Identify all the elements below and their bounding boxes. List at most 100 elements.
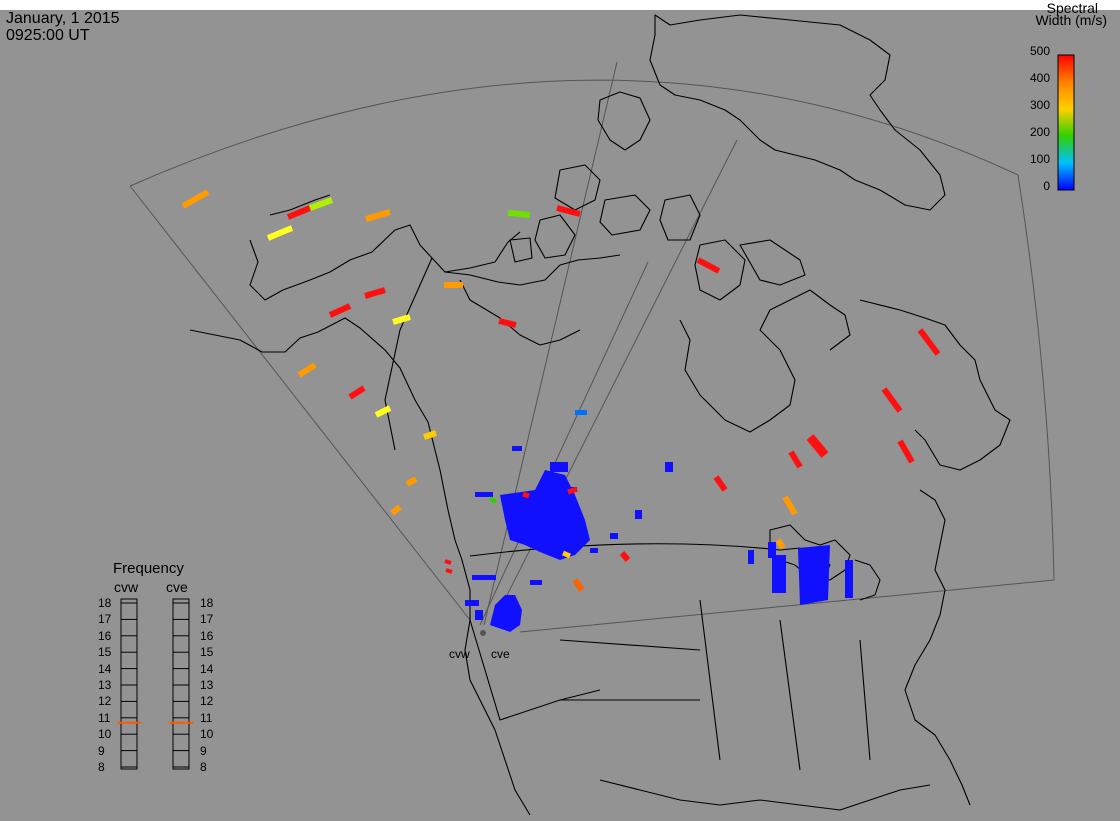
scatter-blue	[465, 410, 853, 632]
time-label: 0925:00 UT	[6, 27, 90, 44]
scatter-dash-orange1	[181, 189, 210, 209]
scatter-chip11	[665, 462, 673, 472]
scatter-cluster-main	[500, 470, 590, 560]
cvw-tick-label: 9	[98, 743, 105, 758]
colorbar-gradient	[1057, 54, 1075, 191]
scatter-dash-red17	[444, 559, 452, 565]
cve-tick-label: 15	[200, 645, 214, 660]
fov-east-arc	[1017, 174, 1055, 581]
scatter-chip1	[550, 462, 568, 472]
cvw-header: cvw	[114, 579, 139, 595]
frequency-title: Frequency	[113, 560, 184, 577]
scatter-dash-orange5	[405, 476, 418, 487]
fov-beam-a	[483, 61, 618, 626]
scatter-cluster-origin	[490, 595, 522, 632]
fov-outer-arc	[129, 79, 1019, 187]
cve-tick-label: 16	[200, 628, 214, 643]
cve-tick-label: 8	[200, 760, 207, 774]
scatter-dash-red12	[788, 450, 803, 469]
scatter-dash-yellow3	[374, 405, 392, 418]
cvw-tick-label: 14	[98, 661, 112, 676]
cvw-tick-label: 16	[98, 628, 112, 643]
radar-site-marker	[480, 630, 486, 636]
cvw-tick-label: 12	[98, 694, 112, 709]
scatter-dash-red8	[348, 385, 366, 400]
scatter-chip10	[635, 510, 642, 519]
gauge-gridlines	[121, 602, 189, 768]
scatter-dash-orange7	[390, 504, 402, 516]
cvw-tick-label: 11	[98, 710, 111, 725]
scatter-dash-green2	[507, 210, 531, 218]
scatter-dash-red5	[328, 303, 352, 318]
fov-left-edge	[129, 185, 471, 621]
field-of-view	[129, 61, 1055, 633]
cvw-tick-label: 10	[98, 727, 112, 742]
scatter-dash-orange8	[572, 578, 585, 592]
colorbar-label: 500	[1029, 44, 1050, 58]
cvw-tick-label: 13	[98, 678, 112, 692]
scatter-chip8	[590, 548, 598, 553]
fov-right-edge	[519, 579, 1055, 633]
coastlines	[189, 14, 1011, 816]
scatter-dash-orange2	[365, 209, 391, 222]
colorbar-label: 200	[1029, 125, 1050, 139]
us-east-coast	[904, 489, 971, 806]
cvw-tick-label: 18	[98, 596, 112, 610]
cve-tick-label: 10	[200, 727, 214, 742]
scatter-chip13	[575, 410, 587, 415]
state-lines	[469, 599, 871, 771]
west-coast	[464, 619, 531, 816]
cve-tick-label: 11	[200, 710, 213, 725]
scatter-dash-red1	[286, 205, 312, 220]
colorbar-label: 0	[1043, 179, 1050, 193]
scatter-chip5	[465, 600, 479, 606]
cve-header: cve	[166, 579, 188, 595]
scatter-chip7	[530, 580, 542, 585]
scatter-chip4	[512, 446, 522, 451]
cve-tick-label: 12	[200, 694, 214, 709]
scatter-east-strip3	[768, 542, 776, 558]
frequency-gauges	[120, 598, 190, 770]
scatter-dash-red11	[897, 439, 915, 464]
cvw-gauge-box	[120, 598, 138, 770]
scatter-colored	[181, 189, 941, 592]
scatter-east-strip4	[748, 550, 754, 564]
colorbar-label: 400	[1029, 71, 1050, 85]
alaska-border	[384, 257, 433, 451]
cvw-tick-label: 17	[98, 612, 112, 627]
cve-tick-label: 9	[200, 743, 207, 758]
scatter-dash-yellow5	[562, 550, 571, 559]
scatter-dash-red16	[522, 491, 530, 499]
scatter-dash-red14	[567, 486, 578, 495]
cve-tick-label: 17	[200, 612, 214, 627]
scatter-east-strip2	[845, 560, 853, 598]
cve-gauge-box	[172, 598, 190, 770]
canada-us-border	[469, 543, 801, 557]
scatter-dash-yellow4	[423, 430, 437, 440]
scatter-chip9	[610, 533, 618, 539]
cve-tick-label: 14	[200, 661, 214, 676]
fov-center-line1	[479, 261, 649, 626]
scatter-dash-red15	[619, 551, 631, 562]
scatter-dash-green1	[308, 197, 334, 211]
scatter-dash-red9	[881, 387, 903, 413]
hudson-bay	[679, 289, 851, 433]
scatter-chip6	[475, 610, 483, 620]
cvw-tick-label: 8	[98, 760, 105, 774]
scatter-dash-yellow1	[266, 225, 294, 241]
scatter-dash-red18	[445, 568, 453, 574]
greenland	[649, 14, 946, 211]
colorbar-label: 300	[1029, 98, 1050, 112]
date-label: January, 1 2015	[6, 10, 120, 27]
scatter-dash-red4	[364, 287, 386, 299]
arctic-coast	[444, 254, 621, 346]
scatter-dash-red10	[806, 434, 829, 458]
station-label-cvw: cvw	[449, 647, 470, 661]
station-label-cve: cve	[491, 647, 510, 661]
scatter-dash-red6	[498, 318, 517, 328]
alaska-coast	[189, 194, 521, 620]
cvw-tick-label: 15	[98, 645, 112, 660]
scatter-dash-red2	[556, 205, 581, 217]
